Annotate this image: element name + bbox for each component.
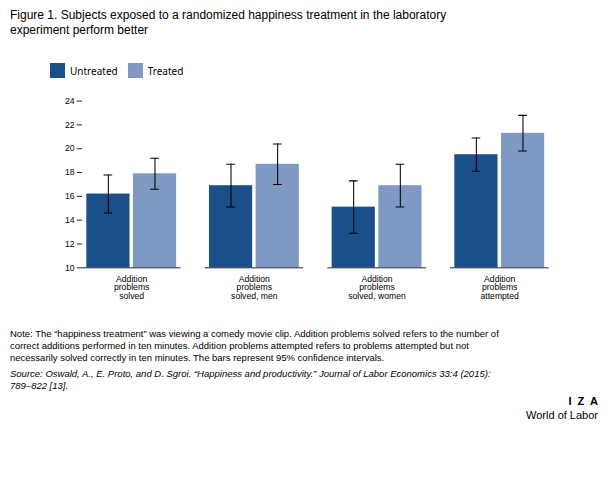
svg-text:14: 14	[65, 215, 75, 225]
svg-text:18: 18	[65, 167, 75, 177]
svg-text:10: 10	[65, 263, 75, 273]
svg-text:Additionproblemsattempted: Additionproblemsattempted	[480, 274, 519, 301]
svg-text:24: 24	[65, 96, 75, 106]
html-text:Note: The “happiness treatment: Note: The “happiness treatment” was view…	[10, 328, 499, 364]
svg-text:16: 16	[65, 191, 75, 201]
svg-text:Additionproblemssolved, women: Additionproblemssolved, women	[348, 274, 406, 301]
html-text:World of Labor: World of Labor	[526, 409, 598, 422]
svg-text:20: 20	[65, 143, 75, 153]
svg-text:22: 22	[65, 120, 75, 130]
html-text:Figure 1. Subjects exposed to: Figure 1. Subjects exposed to a randomiz…	[10, 8, 447, 37]
html-text:Untreated: Untreated	[70, 63, 118, 78]
svg-text:Additionproblemssolved, men: Additionproblemssolved, men	[231, 274, 278, 301]
svg-text:Additionproblemssolved: Additionproblemssolved	[114, 274, 149, 301]
html-text:Treated: Treated	[147, 63, 184, 78]
svg-text:12: 12	[65, 239, 75, 249]
html-text:Source: Oswald, A., E. Proto,: Source: Oswald, A., E. Proto, and D. Sgr…	[10, 368, 491, 392]
html-text:I Z A: I Z A	[568, 395, 598, 408]
